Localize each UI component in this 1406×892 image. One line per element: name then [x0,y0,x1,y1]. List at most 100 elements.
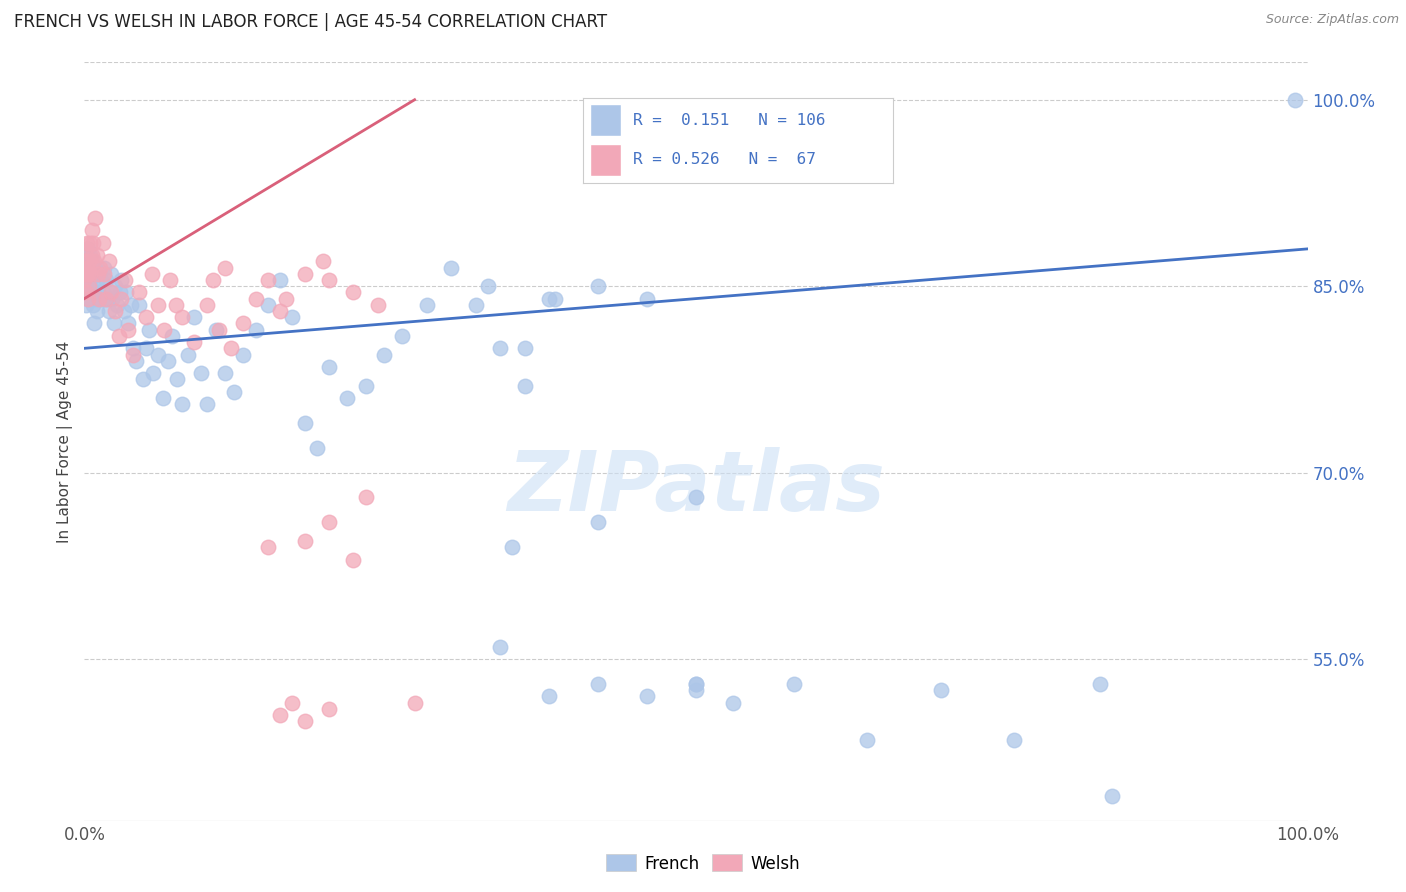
Point [586,677,609,691]
Point [1284,93,1306,107]
Point [214,366,236,380]
Point [76,235,98,250]
Point [183,335,205,350]
Point [73,254,96,268]
Point [183,310,205,325]
Point [73,273,96,287]
Point [122,341,145,355]
Point [101,292,124,306]
Point [318,273,340,287]
Point [104,279,127,293]
Point [128,285,150,300]
Point [125,353,148,368]
Point [89,260,111,275]
Point [269,708,291,723]
Point [87,267,110,281]
Legend: French, Welsh: French, Welsh [599,847,807,880]
Point [294,416,316,430]
Point [312,254,335,268]
Point [685,491,707,505]
Point [93,260,115,275]
Point [172,397,194,411]
Point [77,267,100,281]
Point [98,285,121,300]
Point [1101,789,1123,803]
Point [156,353,179,368]
Point [80,223,103,237]
Point [104,304,127,318]
Point [464,298,486,312]
Point [79,273,101,287]
Point [166,372,188,386]
Point [117,317,139,331]
Point [232,317,254,331]
Point [162,329,184,343]
Point [281,696,304,710]
Text: FRENCH VS WELSH IN LABOR FORCE | AGE 45-54 CORRELATION CHART: FRENCH VS WELSH IN LABOR FORCE | AGE 45-… [14,13,607,31]
Point [135,341,157,355]
Point [83,317,105,331]
Point [77,292,100,306]
Point [86,248,108,262]
Point [205,323,228,337]
Point [195,397,218,411]
Point [86,273,108,287]
Point [783,677,806,691]
Point [108,285,131,300]
Point [636,690,658,704]
Point [1002,732,1025,747]
Text: R =  0.151   N = 106: R = 0.151 N = 106 [633,113,825,128]
Point [177,347,200,361]
Point [305,441,328,455]
Point [77,273,100,287]
Point [586,516,609,530]
Point [110,292,132,306]
Point [538,292,561,306]
Point [91,285,114,300]
Point [75,298,97,312]
Point [146,298,169,312]
Text: R = 0.526   N =  67: R = 0.526 N = 67 [633,153,815,168]
Point [141,267,163,281]
Point [190,366,212,380]
Point [103,317,125,331]
Point [586,279,609,293]
Point [276,292,298,306]
Point [77,267,100,281]
Point [391,329,413,343]
Point [245,292,267,306]
Point [152,391,174,405]
Point [87,292,110,306]
Point [75,248,97,262]
Point [112,304,135,318]
Point [318,702,340,716]
Point [105,298,128,312]
Point [513,341,536,355]
Point [318,516,340,530]
Point [544,292,567,306]
Point [159,273,181,287]
Point [80,248,103,262]
Point [100,285,122,300]
Point [354,491,377,505]
Text: Source: ZipAtlas.com: Source: ZipAtlas.com [1265,13,1399,27]
Point [91,235,114,250]
Point [79,267,101,281]
Point [636,292,658,306]
Point [76,242,98,256]
Point [294,714,316,729]
Point [354,378,377,392]
Point [342,552,364,566]
Point [257,273,280,287]
Point [82,235,104,250]
Point [219,341,242,355]
Point [195,298,218,312]
Point [73,285,96,300]
Point [117,323,139,337]
Point [294,533,316,548]
Point [477,279,499,293]
Point [269,304,291,318]
Point [245,323,267,337]
Point [538,690,561,704]
Point [83,285,105,300]
